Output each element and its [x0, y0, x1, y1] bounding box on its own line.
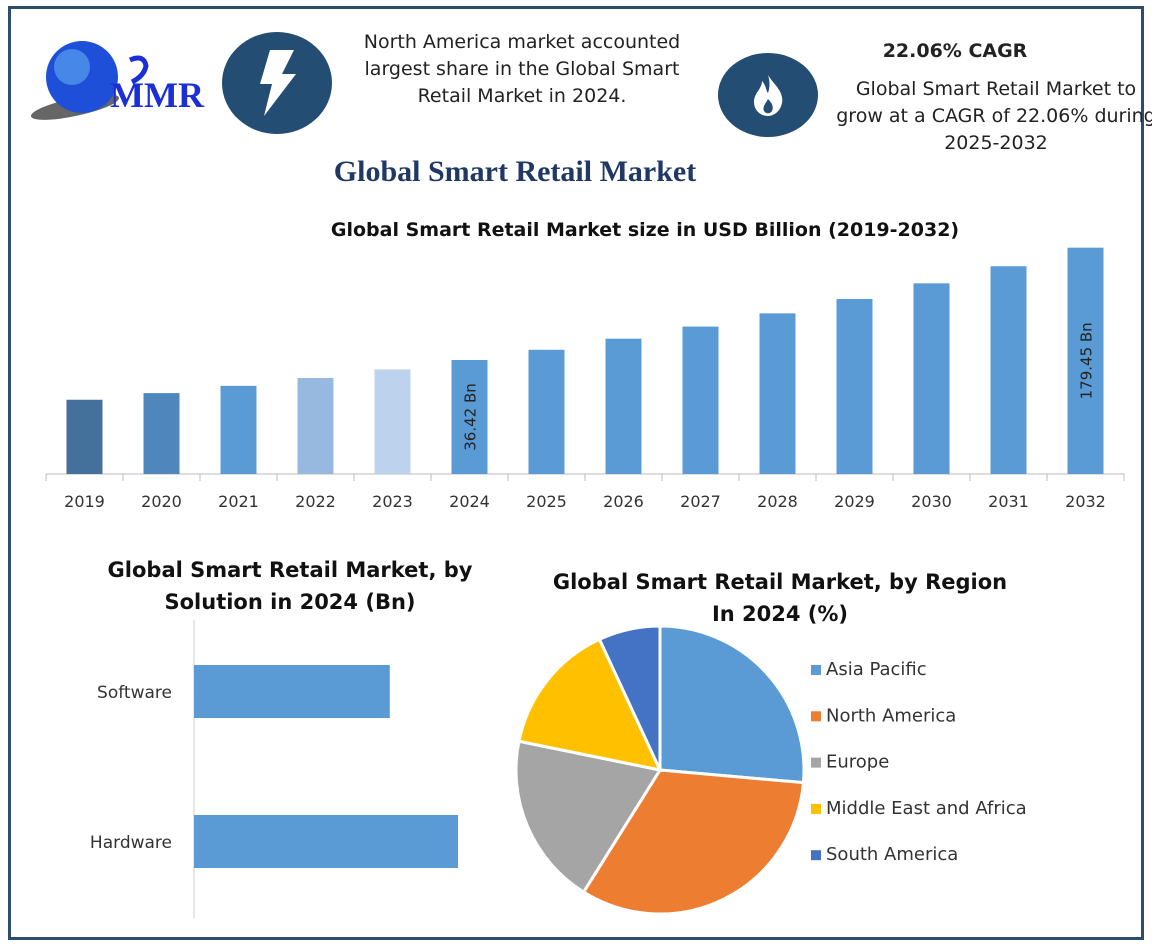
infographic-frame: [8, 6, 1144, 940]
category-label-software: Software: [97, 683, 172, 703]
cagr-title: 22.06% CAGR: [882, 40, 1028, 62]
bar-2029: [836, 298, 873, 474]
page-title: Global Smart Retail Market: [333, 155, 697, 188]
bar-2026: [605, 338, 642, 474]
bar-2027: [682, 326, 719, 474]
bar-2023: [374, 369, 411, 474]
x-tick-label-2030: 2030: [911, 492, 952, 511]
globe-icon: [30, 41, 149, 120]
x-tick-label-2025: 2025: [526, 492, 567, 511]
logo-text: MMR: [110, 75, 204, 115]
legend-swatch-south-america: [811, 850, 821, 861]
x-tick-label-2022: 2022: [295, 492, 336, 511]
legend-label-middle-east-and-africa: Middle East and Africa: [826, 798, 1027, 819]
x-tick-label-2023: 2023: [372, 492, 413, 511]
x-tick-label-2028: 2028: [757, 492, 798, 511]
x-tick-label-2021: 2021: [218, 492, 259, 511]
mmr-logo: MMR: [20, 32, 220, 122]
legend-swatch-asia-pacific: [811, 665, 821, 675]
legend-label-north-america: North America: [826, 705, 956, 726]
x-tick-label-2019: 2019: [64, 492, 105, 511]
bar-2020: [143, 393, 180, 474]
solution-chart-title: Global Smart Retail Market, by Solution …: [107, 558, 473, 614]
x-tick-label-2031: 2031: [988, 492, 1029, 511]
x-tick-label-2032: 2032: [1065, 492, 1106, 511]
bar-2030: [913, 283, 950, 474]
legend-label-europe: Europe: [826, 752, 889, 773]
pie-slice-south-america: [597, 624, 662, 771]
region-pie-chart: Asia Pacific North America Europe Middle Ea…: [514, 624, 1027, 916]
bar-2024: [451, 360, 488, 474]
solution-bar-chart: Software Hardware: [90, 620, 458, 918]
legend-label-south-america: South America: [826, 844, 958, 865]
x-tick-label-2024: 2024: [449, 492, 490, 511]
bar-2032: [1067, 247, 1104, 474]
legend-swatch-north-america: [811, 711, 821, 722]
pie-slice-europe: [514, 739, 663, 895]
cagr-text: Global Smart Retail Market to grow at a …: [836, 78, 1152, 154]
north-america-share-text: North America market accounted largest s…: [363, 31, 681, 107]
legend-label-asia-pacific: Asia Pacific: [826, 659, 927, 680]
bar-2021: [220, 385, 257, 474]
legend-swatch-middle-east-and-africa: [811, 803, 821, 814]
bar-chart-title: Global Smart Retail Market size in USD B…: [330, 219, 960, 241]
bar-2025: [528, 349, 565, 474]
legend-swatch-europe: [811, 757, 821, 768]
bar-2031: [990, 266, 1027, 474]
bar-2022: [297, 377, 334, 474]
bar-hardware: [194, 815, 458, 868]
pie-slice-middle-east-and-africa: [517, 637, 663, 773]
market-size-bar-chart: 2019 2020 2021 2022 2023 2024 36.42 Bn 2025 2026…: [45, 247, 1125, 511]
lightning-bolt-icon: [222, 32, 332, 134]
bar-software: [194, 665, 390, 718]
bar-2019: [66, 399, 103, 474]
x-tick-label-2020: 2020: [141, 492, 182, 511]
x-tick-label-2027: 2027: [680, 492, 721, 511]
category-label-hardware: Hardware: [90, 833, 172, 853]
data-label-2032: 179.45 Bn: [1078, 322, 1096, 399]
region-chart-title: Global Smart Retail Market, by Region In…: [552, 570, 1008, 626]
data-label-2024: 36.42 Bn: [462, 383, 480, 451]
pie-slice-asia-pacific: [658, 624, 806, 785]
x-tick-label-2026: 2026: [603, 492, 644, 511]
x-tick-label-2029: 2029: [834, 492, 875, 511]
bar-2028: [759, 313, 796, 474]
flame-icon: [718, 53, 818, 137]
